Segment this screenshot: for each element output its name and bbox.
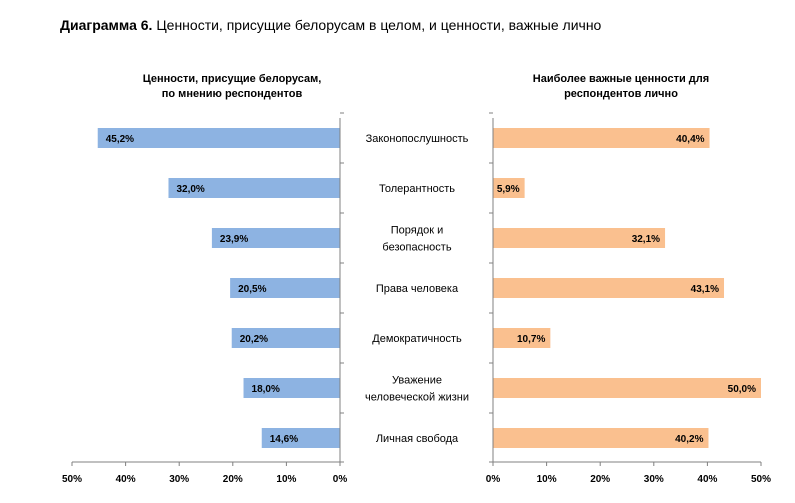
category-label: Уважение [392, 375, 442, 387]
left-bar-data-label: 20,5% [238, 284, 266, 295]
right-x-tick-label: 30% [644, 474, 664, 485]
left-bar-data-label: 14,6% [270, 434, 298, 445]
right-bar-data-label: 43,1% [691, 284, 719, 295]
right-x-tick-label: 50% [751, 474, 771, 485]
left-bar-3 [211, 228, 340, 248]
right-bar-data-label: 40,2% [675, 434, 703, 445]
category-label: Демократичность [372, 333, 462, 345]
category-label: Законопослушность [366, 133, 469, 145]
right-bar-data-label: 50,0% [728, 384, 756, 395]
right-bar-2 [493, 178, 525, 198]
right-x-tick-label: 20% [590, 474, 610, 485]
right-bar-3 [493, 228, 666, 248]
right-bar-5 [493, 328, 551, 348]
right-bar-data-label: 32,1% [632, 234, 660, 245]
category-label: человеческой жизни [365, 392, 469, 404]
right-bar-data-label: 5,9% [497, 184, 520, 195]
left-x-tick-label: 0% [333, 474, 348, 485]
left-x-tick-label: 50% [62, 474, 82, 485]
left-bar-6 [243, 378, 340, 398]
left-bar-data-label: 20,2% [240, 334, 268, 345]
right-x-tick-label: 0% [486, 474, 501, 485]
left-x-tick-label: 20% [223, 474, 243, 485]
left-x-tick-label: 30% [169, 474, 189, 485]
right-x-tick-label: 10% [537, 474, 557, 485]
right-bar-data-label: 10,7% [517, 334, 545, 345]
left-bar-data-label: 18,0% [252, 384, 280, 395]
left-x-tick-label: 40% [116, 474, 136, 485]
right-bar-data-label: 40,4% [676, 134, 704, 145]
right-bar-7 [493, 428, 709, 448]
right-x-tick-label: 40% [697, 474, 717, 485]
left-x-tick-label: 10% [276, 474, 296, 485]
category-label: Права человека [376, 283, 459, 295]
right-bar-6 [493, 378, 761, 398]
left-bar-5 [231, 328, 340, 348]
left-bar-data-label: 45,2% [106, 134, 134, 145]
left-bar-7 [261, 428, 340, 448]
category-label: Порядок и [391, 225, 444, 237]
left-bar-data-label: 32,0% [176, 184, 204, 195]
chart-title-prefix: Диаграмма 6. [60, 17, 153, 33]
left-bar-2 [168, 178, 340, 198]
right-chart-subtitle-line: респондентов лично [564, 88, 678, 100]
right-bar-1 [493, 128, 710, 148]
left-chart-subtitle-line: по мнению респондентов [162, 88, 303, 100]
left-chart-subtitle-line: Ценности, присущие белорусам, [143, 73, 322, 85]
category-label: Толерантность [379, 183, 455, 195]
category-label: Личная свобода [376, 433, 459, 445]
right-bar-4 [493, 278, 725, 298]
left-bar-4 [230, 278, 340, 298]
left-bar-1 [97, 128, 340, 148]
chart-title: Диаграмма 6. Ценности, присущие белоруса… [60, 17, 601, 33]
left-bar-data-label: 23,9% [220, 234, 248, 245]
chart-title-text: Ценности, присущие белорусам в целом, и … [156, 17, 602, 33]
category-label: безопасность [382, 242, 451, 254]
right-chart-subtitle-line: Наиболее важные ценности для [533, 73, 709, 85]
